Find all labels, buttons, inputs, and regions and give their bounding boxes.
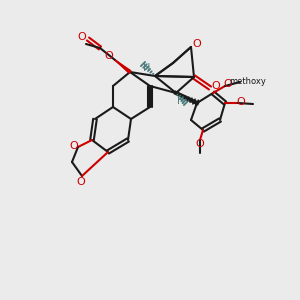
Text: O: O — [70, 141, 78, 151]
Text: H: H — [177, 96, 185, 106]
Text: O: O — [76, 177, 85, 187]
Text: O: O — [193, 39, 201, 49]
Text: methoxy: methoxy — [230, 77, 266, 86]
Text: O: O — [237, 97, 245, 107]
Text: O: O — [212, 81, 220, 91]
Text: O: O — [105, 51, 113, 61]
Text: O: O — [196, 139, 204, 149]
Text: O: O — [78, 32, 86, 42]
Polygon shape — [115, 60, 131, 73]
Text: O: O — [224, 79, 232, 89]
Text: H: H — [143, 63, 151, 73]
